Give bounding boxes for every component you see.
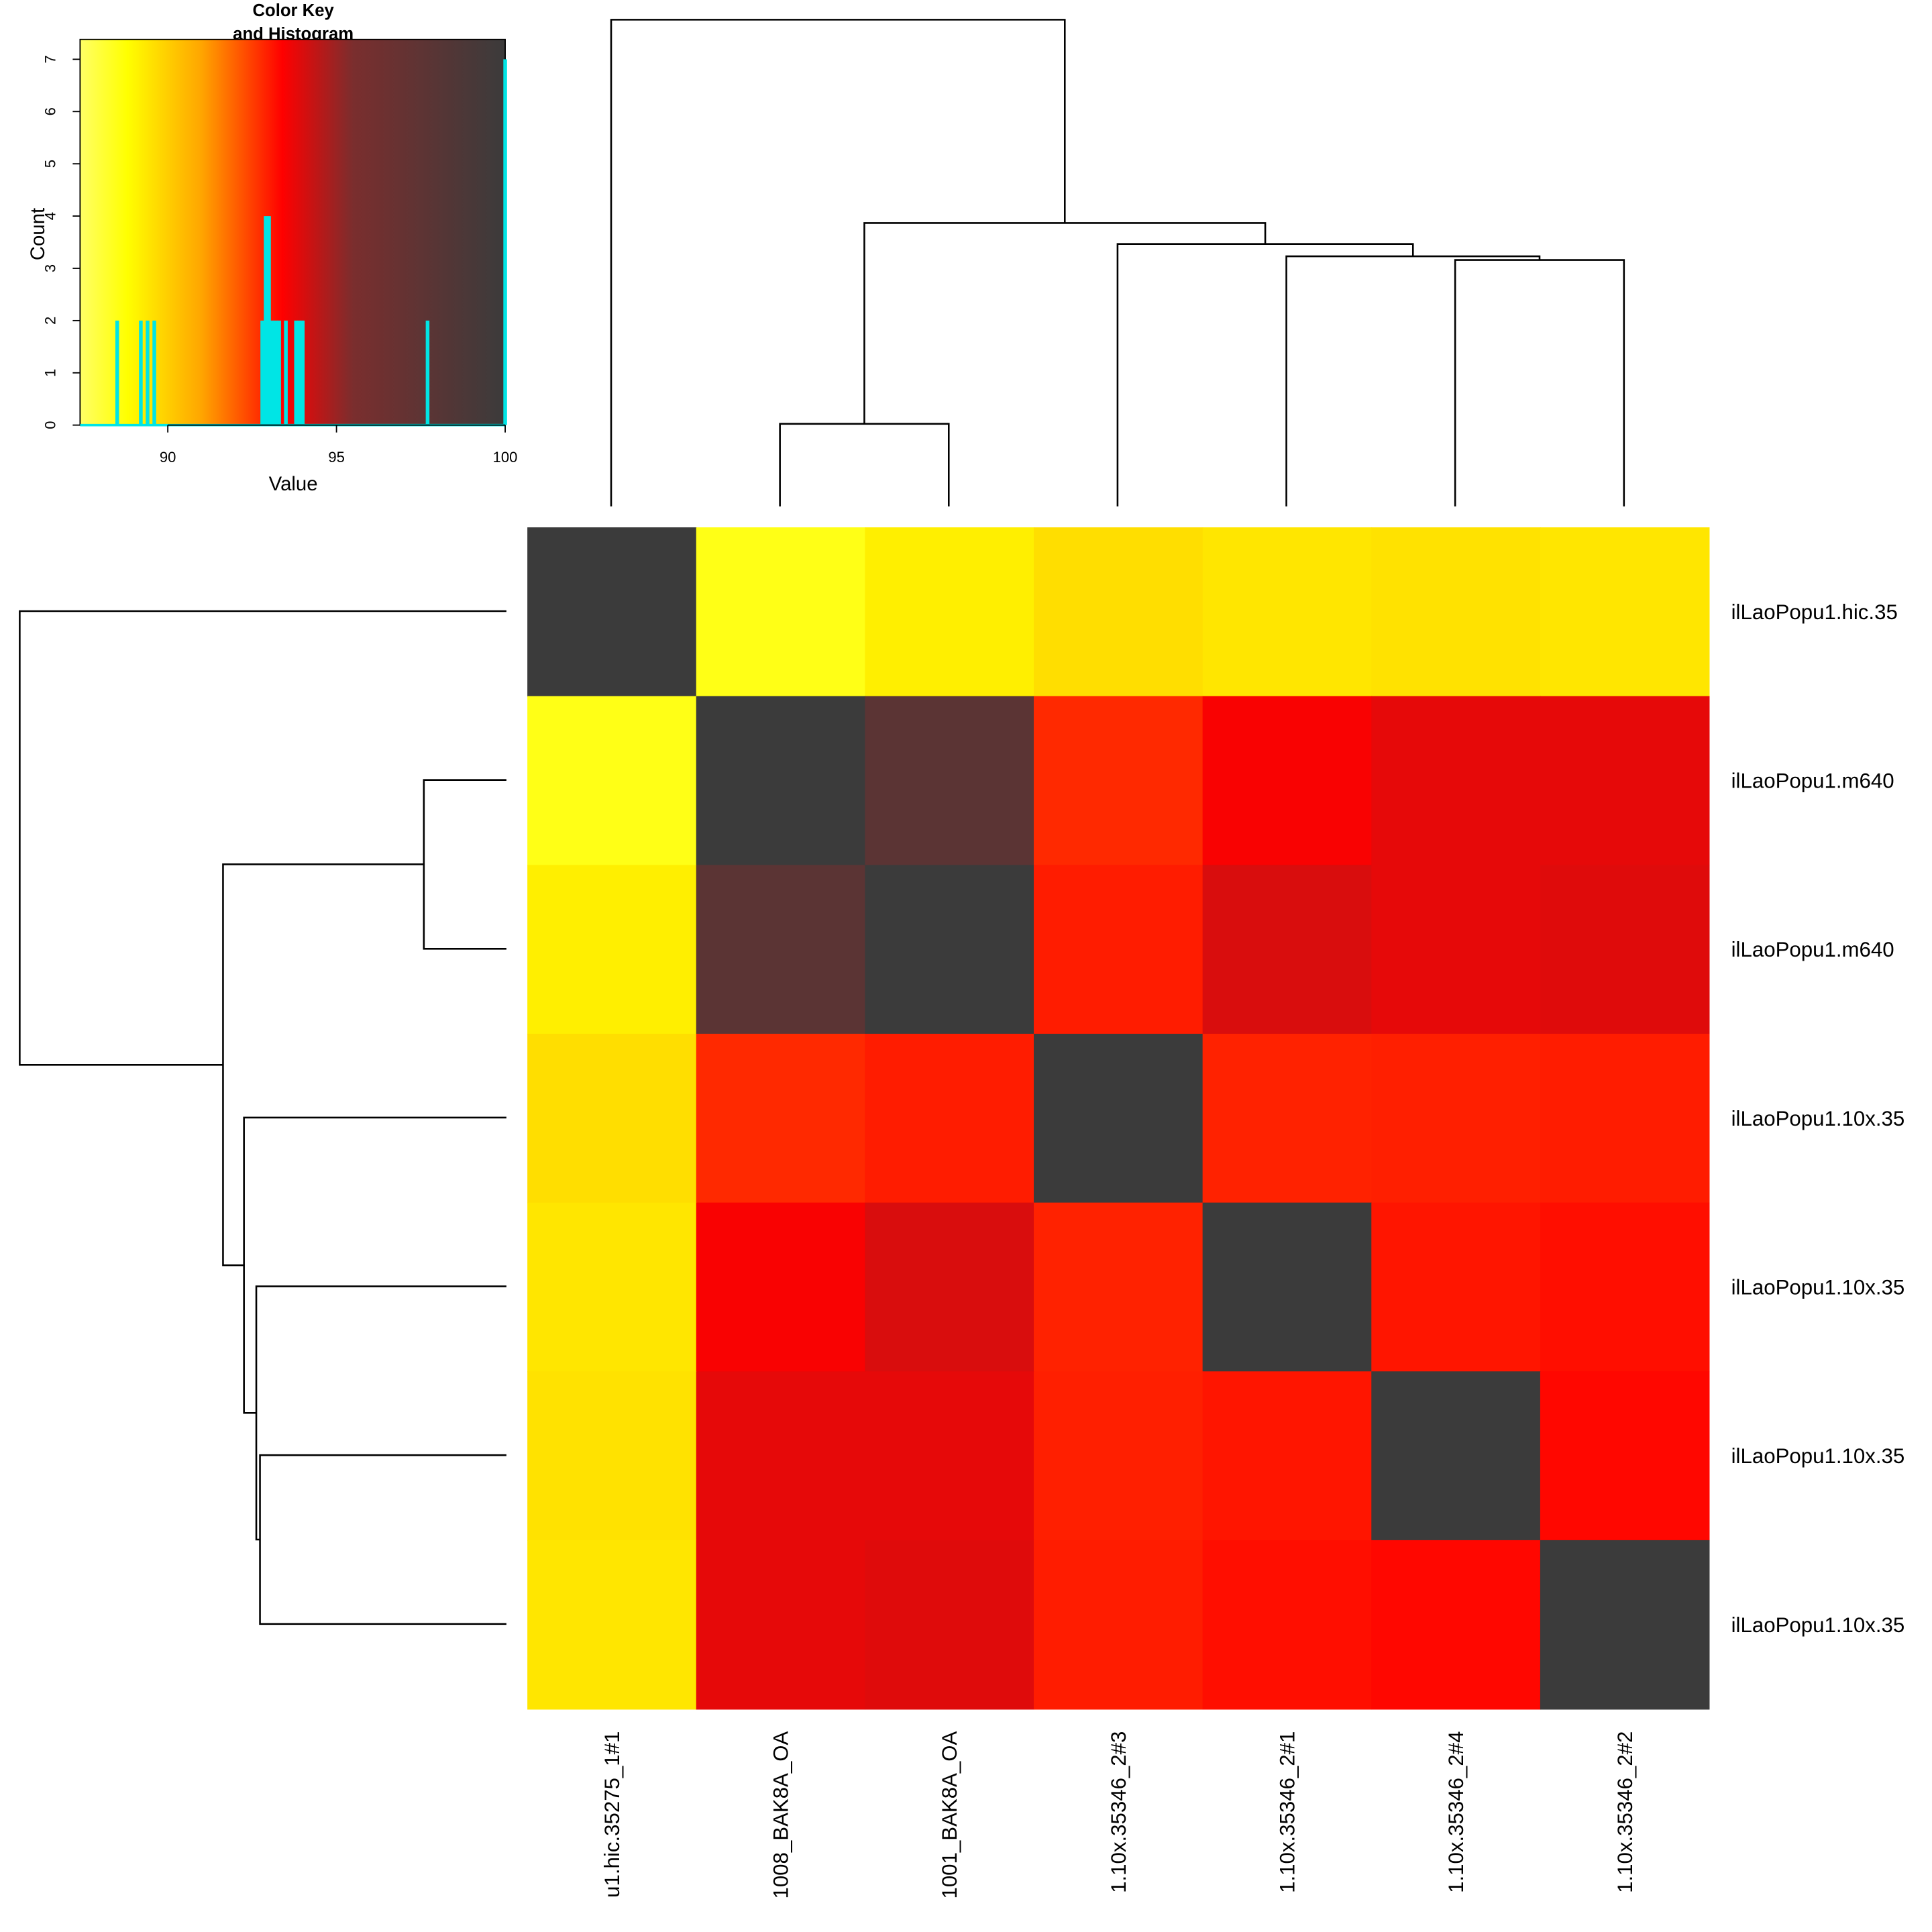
row-dendrogram	[222, 863, 424, 1267]
column-dendrogram	[779, 423, 950, 506]
row-dendrogram	[19, 610, 506, 1066]
heatmap-cell	[1202, 865, 1373, 1034]
heatmap-cell	[696, 1034, 866, 1203]
row-label: ilLaoPopu1.m640	[1731, 938, 1894, 961]
heatmap-cell	[865, 1540, 1034, 1710]
heatmap-cell	[1202, 1540, 1373, 1710]
column-dendrogram	[1454, 259, 1625, 506]
row-label: ilLaoPopu1.10x.35	[1731, 1444, 1905, 1468]
x-tick-label: 100	[493, 449, 518, 466]
heatmap-cell	[1540, 1540, 1710, 1710]
heatmap-cell	[865, 1202, 1034, 1373]
heatmap-cell	[1371, 865, 1541, 1034]
y-tick-label: 2	[42, 317, 59, 325]
column-dendrogram	[1116, 243, 1414, 506]
heatmap-cell	[1540, 527, 1710, 697]
row-dendrogram	[259, 1454, 506, 1625]
row-dendrogram	[423, 779, 506, 950]
heatmap-cell	[1034, 1202, 1203, 1373]
heatmap-cell	[1202, 1371, 1373, 1541]
heatmap-cell	[1034, 865, 1203, 1034]
heatmap-cell	[696, 527, 866, 697]
heatmap-cell	[1371, 527, 1541, 697]
y-tick-label: 0	[42, 421, 59, 429]
heatmap-cell	[696, 1540, 866, 1710]
heatmap-cell	[1371, 1371, 1541, 1541]
heatmap-cell	[527, 1371, 697, 1541]
x-axis-label: Value	[269, 473, 318, 495]
heatmap-cell	[527, 865, 697, 1034]
heatmap-cell	[527, 696, 697, 866]
y-tick-label: 4	[42, 212, 59, 220]
x-tick-label: 90	[160, 449, 176, 466]
heatmap-cell	[696, 1371, 866, 1541]
heatmap-cell	[1034, 527, 1203, 697]
heatmap-cell	[696, 1202, 866, 1373]
heatmap-cell	[1202, 527, 1373, 697]
column-label: 1.10x.35346_2#3	[1107, 1731, 1130, 1893]
column-label: u1.hic.35275_1#1	[600, 1731, 624, 1898]
heatmap-cell	[527, 1202, 697, 1373]
heatmap-cell	[1540, 1034, 1710, 1203]
heatmap-cell	[1540, 1202, 1710, 1373]
heatmap-cell	[527, 527, 697, 697]
heatmap-cell	[696, 696, 866, 866]
heatmap-cell	[1202, 1034, 1373, 1203]
y-tick-label: 7	[42, 55, 59, 63]
heatmap-cell	[1371, 1034, 1541, 1203]
heatmap-cell	[1540, 1371, 1710, 1541]
y-tick-label: 6	[42, 107, 59, 115]
y-tick-label: 3	[42, 264, 59, 272]
heatmap-cell	[1034, 1540, 1203, 1710]
heatmap-cell	[696, 865, 866, 1034]
column-dendrogram	[863, 222, 1267, 424]
column-dendrogram	[610, 19, 1066, 506]
heatmap-cell	[527, 1034, 697, 1203]
column-label: 1.10x.35346_2#4	[1444, 1731, 1468, 1893]
column-label: 1001_BAK8A_OA	[938, 1731, 961, 1898]
row-label: ilLaoPopu1.10x.35	[1731, 1275, 1905, 1299]
heatmap-cell	[865, 527, 1034, 697]
row-label: ilLaoPopu1.10x.35	[1731, 1613, 1905, 1637]
heatmap-cell	[865, 865, 1034, 1034]
heatmap-cell	[527, 1540, 697, 1710]
heatmap-cell	[865, 1034, 1034, 1203]
heatmap-cell	[1371, 1202, 1541, 1373]
heatmap-cell	[1034, 1371, 1203, 1541]
heatmap-cell	[1034, 696, 1203, 866]
color-key	[79, 38, 506, 426]
y-tick-label: 5	[42, 160, 59, 168]
row-dendrogram	[255, 1285, 506, 1541]
row-label: ilLaoPopu1.hic.35	[1731, 600, 1898, 624]
heatmap-cell	[1202, 1202, 1373, 1373]
x-tick-label: 95	[328, 449, 345, 466]
row-label: ilLaoPopu1.10x.35	[1731, 1107, 1905, 1130]
y-axis-label: Count	[27, 208, 49, 260]
column-label: 1.10x.35346_2#2	[1613, 1731, 1637, 1893]
y-tick-label: 1	[42, 369, 59, 377]
key-title: Color Key	[252, 1, 334, 20]
column-label: 1008_BAK8A_OA	[769, 1731, 793, 1898]
heatmap-cell	[1371, 1540, 1541, 1710]
column-dendrogram	[1285, 255, 1541, 506]
heatmap-cell	[1034, 1034, 1203, 1203]
heatmap-cell	[1540, 696, 1710, 866]
heatmap-cell	[1202, 696, 1373, 866]
heatmap-cell	[1371, 696, 1541, 866]
heatmap-cell	[1540, 865, 1710, 1034]
row-dendrogram	[243, 1116, 506, 1414]
heatmap-cell	[865, 696, 1034, 866]
row-label: ilLaoPopu1.m640	[1731, 769, 1894, 793]
column-label: 1.10x.35346_2#1	[1275, 1731, 1299, 1893]
heatmap-cell	[865, 1371, 1034, 1541]
